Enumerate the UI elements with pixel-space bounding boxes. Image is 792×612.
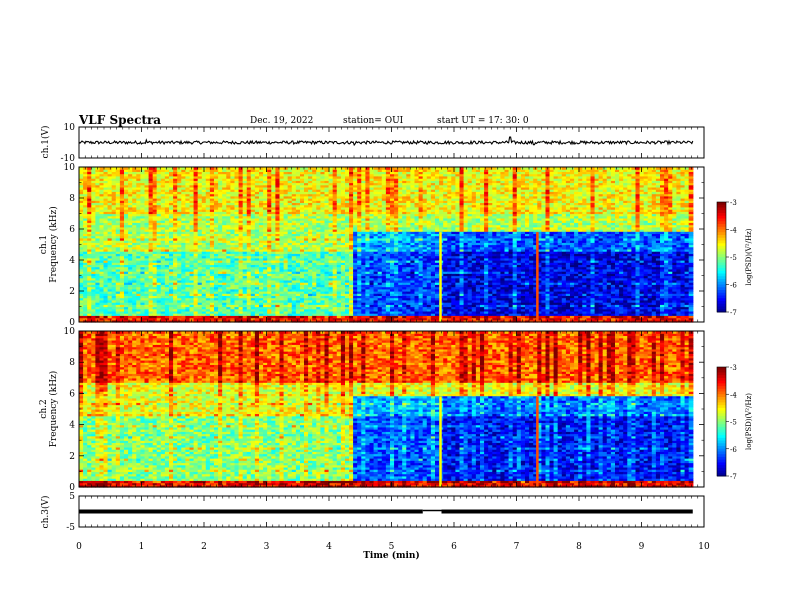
start-time-label: start UT = 17: 30: 0 — [437, 116, 529, 126]
figure-title: VLF Spectra — [78, 113, 161, 127]
y-axis-label-line: ch.1(V) — [40, 126, 51, 159]
date-label: Dec. 19, 2022 — [250, 116, 313, 126]
y-tick-label: 10 — [64, 123, 76, 133]
vlf-spectra-figure: VLF Spectra Dec. 19, 2022 station= OUI s… — [0, 0, 792, 612]
station-label: station= OUI — [343, 116, 404, 126]
y-axis-label: ch.1(V) — [40, 126, 51, 159]
